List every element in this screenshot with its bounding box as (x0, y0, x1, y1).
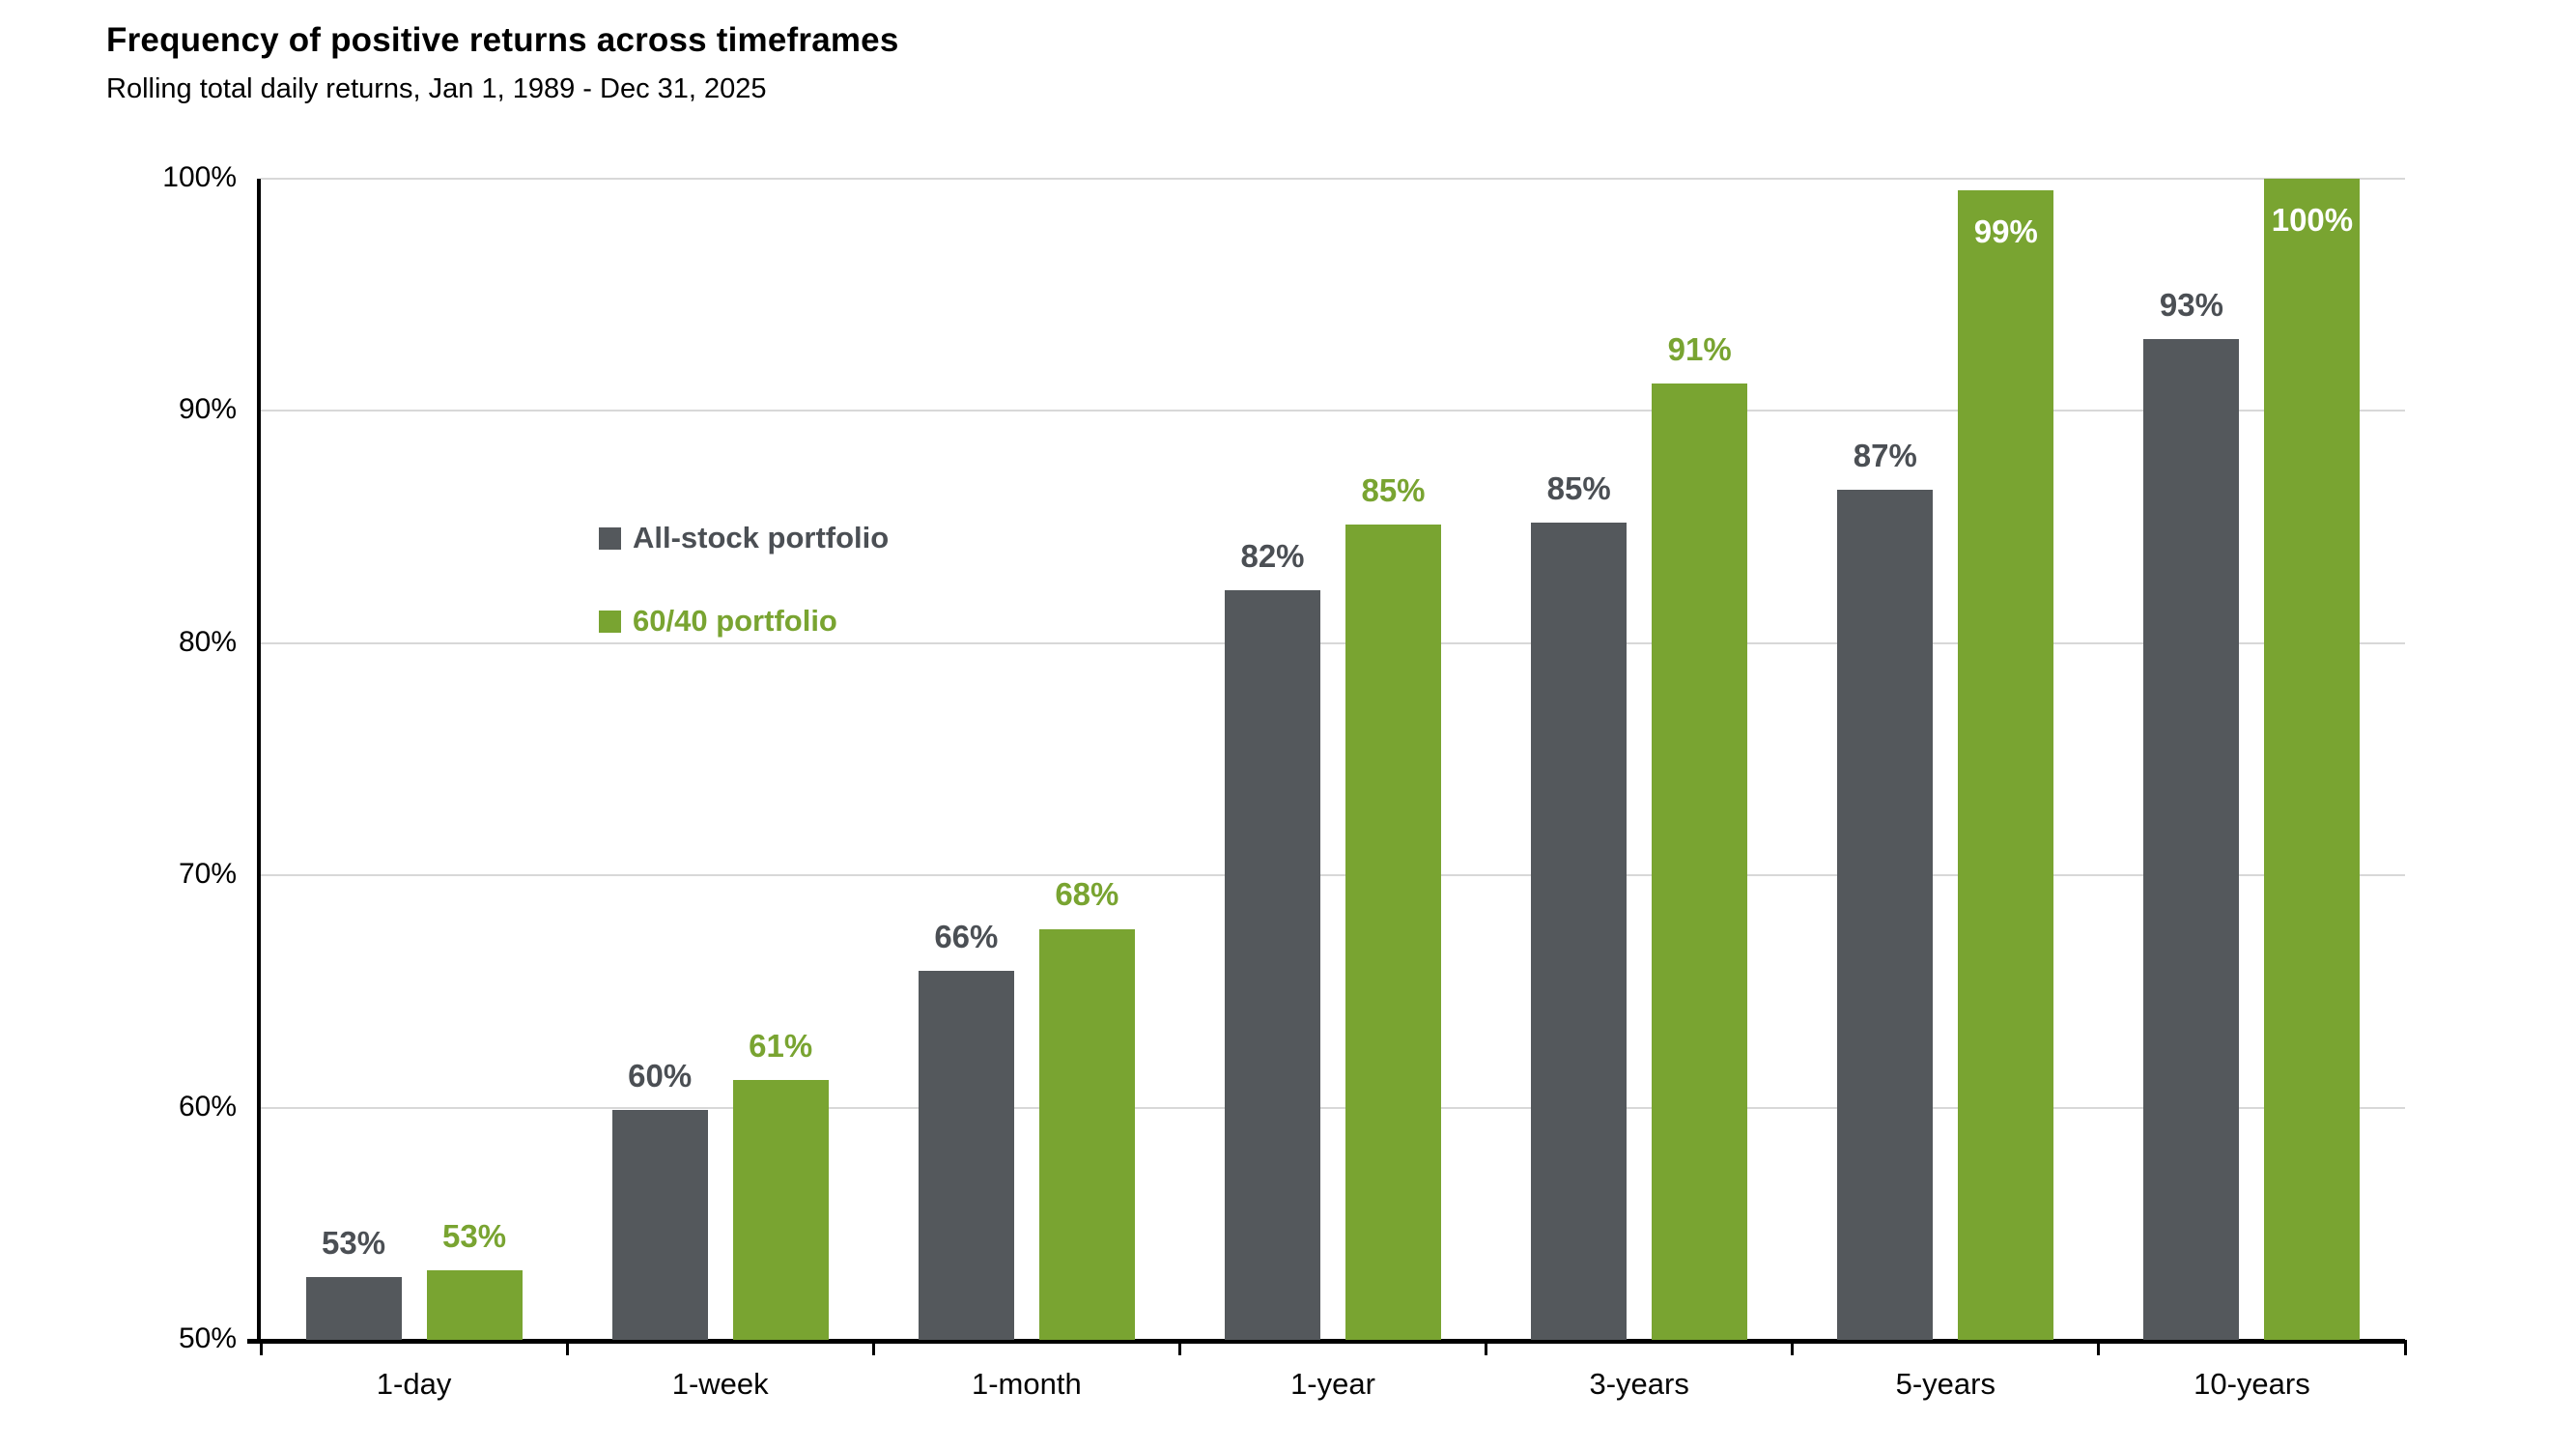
y-axis-label: 100% (162, 161, 237, 193)
x-axis-label: 10-years (2194, 1367, 2310, 1401)
x-tick (2403, 1340, 2407, 1355)
bar-value-label: 61% (749, 1027, 813, 1064)
x-tick (1791, 1340, 1795, 1355)
legend-swatch (599, 526, 621, 550)
legend-item: All-stock portfolio (599, 519, 889, 557)
bar (305, 1277, 402, 1340)
bar (1345, 525, 1441, 1340)
x-tick (871, 1340, 875, 1355)
gridline (261, 410, 2405, 412)
legend-label: 60/40 portfolio (633, 604, 837, 638)
bar-value-label: 91% (1667, 330, 1732, 367)
y-axis-label: 50% (178, 1322, 237, 1354)
x-axis-label: 1-month (971, 1367, 1082, 1401)
bar (918, 970, 1014, 1340)
y-axis-label: 80% (178, 625, 237, 658)
bar (2143, 338, 2240, 1340)
bar-value-label: 82% (1240, 537, 1305, 574)
x-axis-label: 1-week (671, 1367, 769, 1401)
bar-value-label: 60% (628, 1058, 693, 1094)
bar-value-label: 99% (1973, 213, 2038, 250)
bar-value-label: 53% (322, 1225, 386, 1262)
x-axis-label: 5-years (1895, 1367, 1996, 1401)
bar-value-label: 93% (2159, 286, 2223, 323)
bar-value-label: 100% (2271, 202, 2354, 238)
y-axis-label: 70% (178, 858, 237, 891)
bar (1225, 589, 1320, 1340)
plot-area: All-stock portfolio 60/40 portfolio 53% 60… (247, 178, 2407, 1355)
bar (732, 1079, 829, 1340)
x-tick (1177, 1340, 1181, 1355)
bar (1531, 522, 1628, 1340)
x-tick (259, 1340, 263, 1355)
bar-value-label: 68% (1055, 876, 1119, 913)
bar (1958, 190, 2054, 1340)
x-tick (1485, 1340, 1488, 1355)
legend-swatch (599, 610, 621, 633)
x-axis-label: 1-year (1290, 1367, 1375, 1401)
bar-value-label: 87% (1853, 438, 1917, 474)
bar (1652, 383, 1748, 1340)
chart-subtitle: Rolling total daily returns, Jan 1, 1989… (106, 73, 767, 104)
x-tick (2097, 1340, 2101, 1355)
gridline (261, 178, 2405, 180)
bar (611, 1110, 708, 1340)
bar-value-label: 85% (1546, 469, 1611, 506)
bar-value-label: 66% (934, 918, 999, 954)
chart-title: Frequency of positive returns across tim… (106, 21, 899, 59)
y-axis-line (257, 179, 261, 1344)
bar (1837, 490, 1934, 1340)
x-axis-label: 3-years (1589, 1367, 1689, 1401)
bar-value-label: 53% (442, 1217, 507, 1254)
gridline (261, 874, 2405, 877)
bar (2264, 179, 2361, 1340)
legend-item: 60/40 portfolio (599, 602, 837, 640)
bar (1038, 928, 1135, 1340)
legend-label: All-stock portfolio (633, 521, 890, 554)
gridline (261, 1106, 2405, 1109)
x-axis-line (247, 1339, 2405, 1344)
y-axis-label: 60% (178, 1090, 237, 1122)
x-axis-label: 1-day (376, 1367, 452, 1401)
bar-value-label: 85% (1361, 472, 1426, 509)
x-tick (565, 1340, 569, 1355)
y-axis-label: 90% (178, 393, 237, 426)
bar (426, 1269, 523, 1340)
gridline (261, 641, 2405, 644)
